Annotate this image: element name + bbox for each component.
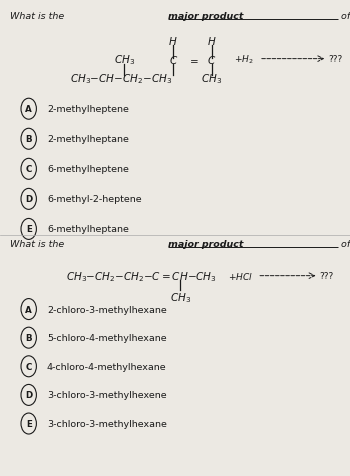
Text: 3-chloro-3-methylhexene: 3-chloro-3-methylhexene <box>47 391 167 399</box>
Text: $H$: $H$ <box>168 34 178 47</box>
Text: What is the: What is the <box>10 12 68 21</box>
Text: ???: ??? <box>319 272 334 280</box>
Text: 2-methylheptane: 2-methylheptane <box>47 135 129 144</box>
Text: D: D <box>25 195 32 204</box>
Text: B: B <box>26 334 32 342</box>
Text: A: A <box>25 105 32 114</box>
Text: $C$: $C$ <box>207 53 216 66</box>
Text: $H$: $H$ <box>207 34 217 47</box>
Text: $C$: $C$ <box>169 53 178 66</box>
Text: $CH_3{-}CH{-}CH_2{-}CH_3$: $CH_3{-}CH{-}CH_2{-}CH_3$ <box>70 72 172 85</box>
Text: $CH_3{-}CH_2{-}CH_2{-}C{=}CH{-}CH_3$: $CH_3{-}CH_2{-}CH_2{-}C{=}CH{-}CH_3$ <box>66 269 217 283</box>
Text: B: B <box>26 135 32 144</box>
Text: major product: major product <box>168 12 243 21</box>
Text: A: A <box>25 305 32 314</box>
Text: $+ HCl$: $+ HCl$ <box>228 270 253 282</box>
Text: ???: ??? <box>328 55 343 64</box>
Text: $CH_3$: $CH_3$ <box>201 72 222 85</box>
Text: of following reaction?: of following reaction? <box>338 239 350 248</box>
Text: $=$: $=$ <box>187 55 198 64</box>
Text: $CH_3$: $CH_3$ <box>170 290 191 304</box>
Text: 6-methylheptene: 6-methylheptene <box>47 165 129 174</box>
Text: E: E <box>26 225 32 234</box>
Text: 4-chloro-4-methylhexane: 4-chloro-4-methylhexane <box>47 362 167 371</box>
Text: 5-chloro-4-methylhexane: 5-chloro-4-methylhexane <box>47 334 167 342</box>
Text: 6-methyl-2-heptene: 6-methyl-2-heptene <box>47 195 141 204</box>
Text: major product: major product <box>168 239 243 248</box>
Text: $CH_3$: $CH_3$ <box>114 53 135 66</box>
Text: What is the: What is the <box>10 239 68 248</box>
Text: D: D <box>25 391 32 399</box>
Text: 6-methylheptane: 6-methylheptane <box>47 225 129 234</box>
Text: $+ H_2$: $+ H_2$ <box>234 53 254 66</box>
Text: C: C <box>26 362 32 371</box>
Text: 2-chloro-3-methylhexane: 2-chloro-3-methylhexane <box>47 305 167 314</box>
Text: 3-chloro-3-methylhexane: 3-chloro-3-methylhexane <box>47 419 167 428</box>
Text: of the following reaction?: of the following reaction? <box>338 12 350 21</box>
Text: 2-methylheptene: 2-methylheptene <box>47 105 129 114</box>
Text: C: C <box>26 165 32 174</box>
Text: E: E <box>26 419 32 428</box>
